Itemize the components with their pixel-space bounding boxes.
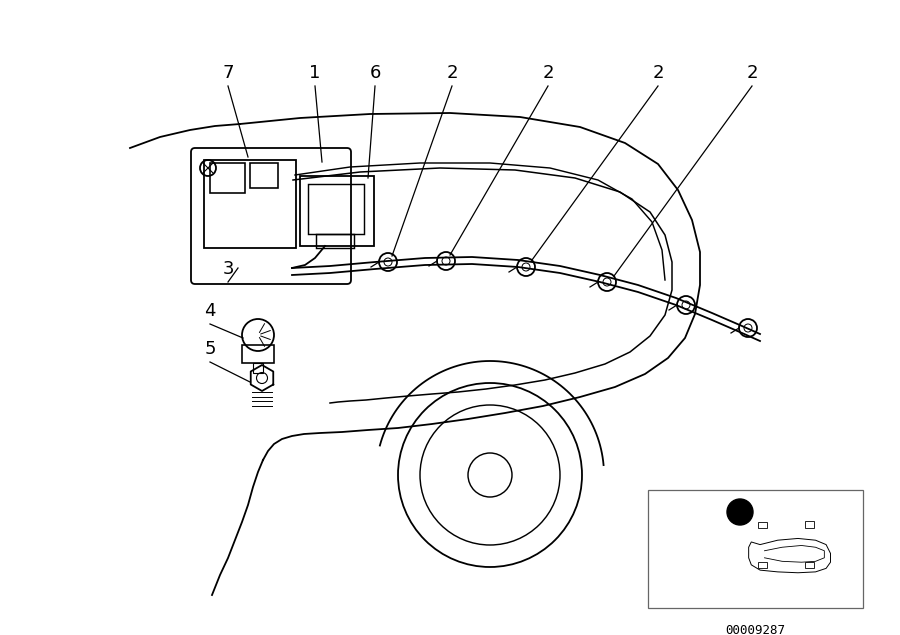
Text: 5: 5 (204, 340, 216, 358)
Text: 00009287: 00009287 (725, 624, 786, 635)
Text: 1: 1 (310, 64, 320, 82)
Bar (308, 184, 364, 234)
Text: 2: 2 (542, 64, 554, 82)
Bar (758, 522, 767, 528)
Bar (806, 521, 814, 528)
Bar (253, 363, 263, 373)
Bar (204, 160, 296, 248)
Text: 2: 2 (652, 64, 664, 82)
Text: 6: 6 (369, 64, 381, 82)
Text: 7: 7 (222, 64, 234, 82)
Bar (300, 176, 374, 246)
Bar (242, 345, 274, 363)
Bar (648, 490, 863, 608)
Text: 3: 3 (222, 260, 234, 278)
Text: 4: 4 (204, 302, 216, 320)
Bar (806, 562, 814, 568)
Bar (316, 234, 354, 248)
Bar (250, 163, 278, 188)
Bar (758, 562, 767, 568)
Text: 2: 2 (446, 64, 458, 82)
Text: 2: 2 (746, 64, 758, 82)
Bar (210, 163, 245, 193)
Circle shape (727, 499, 753, 525)
